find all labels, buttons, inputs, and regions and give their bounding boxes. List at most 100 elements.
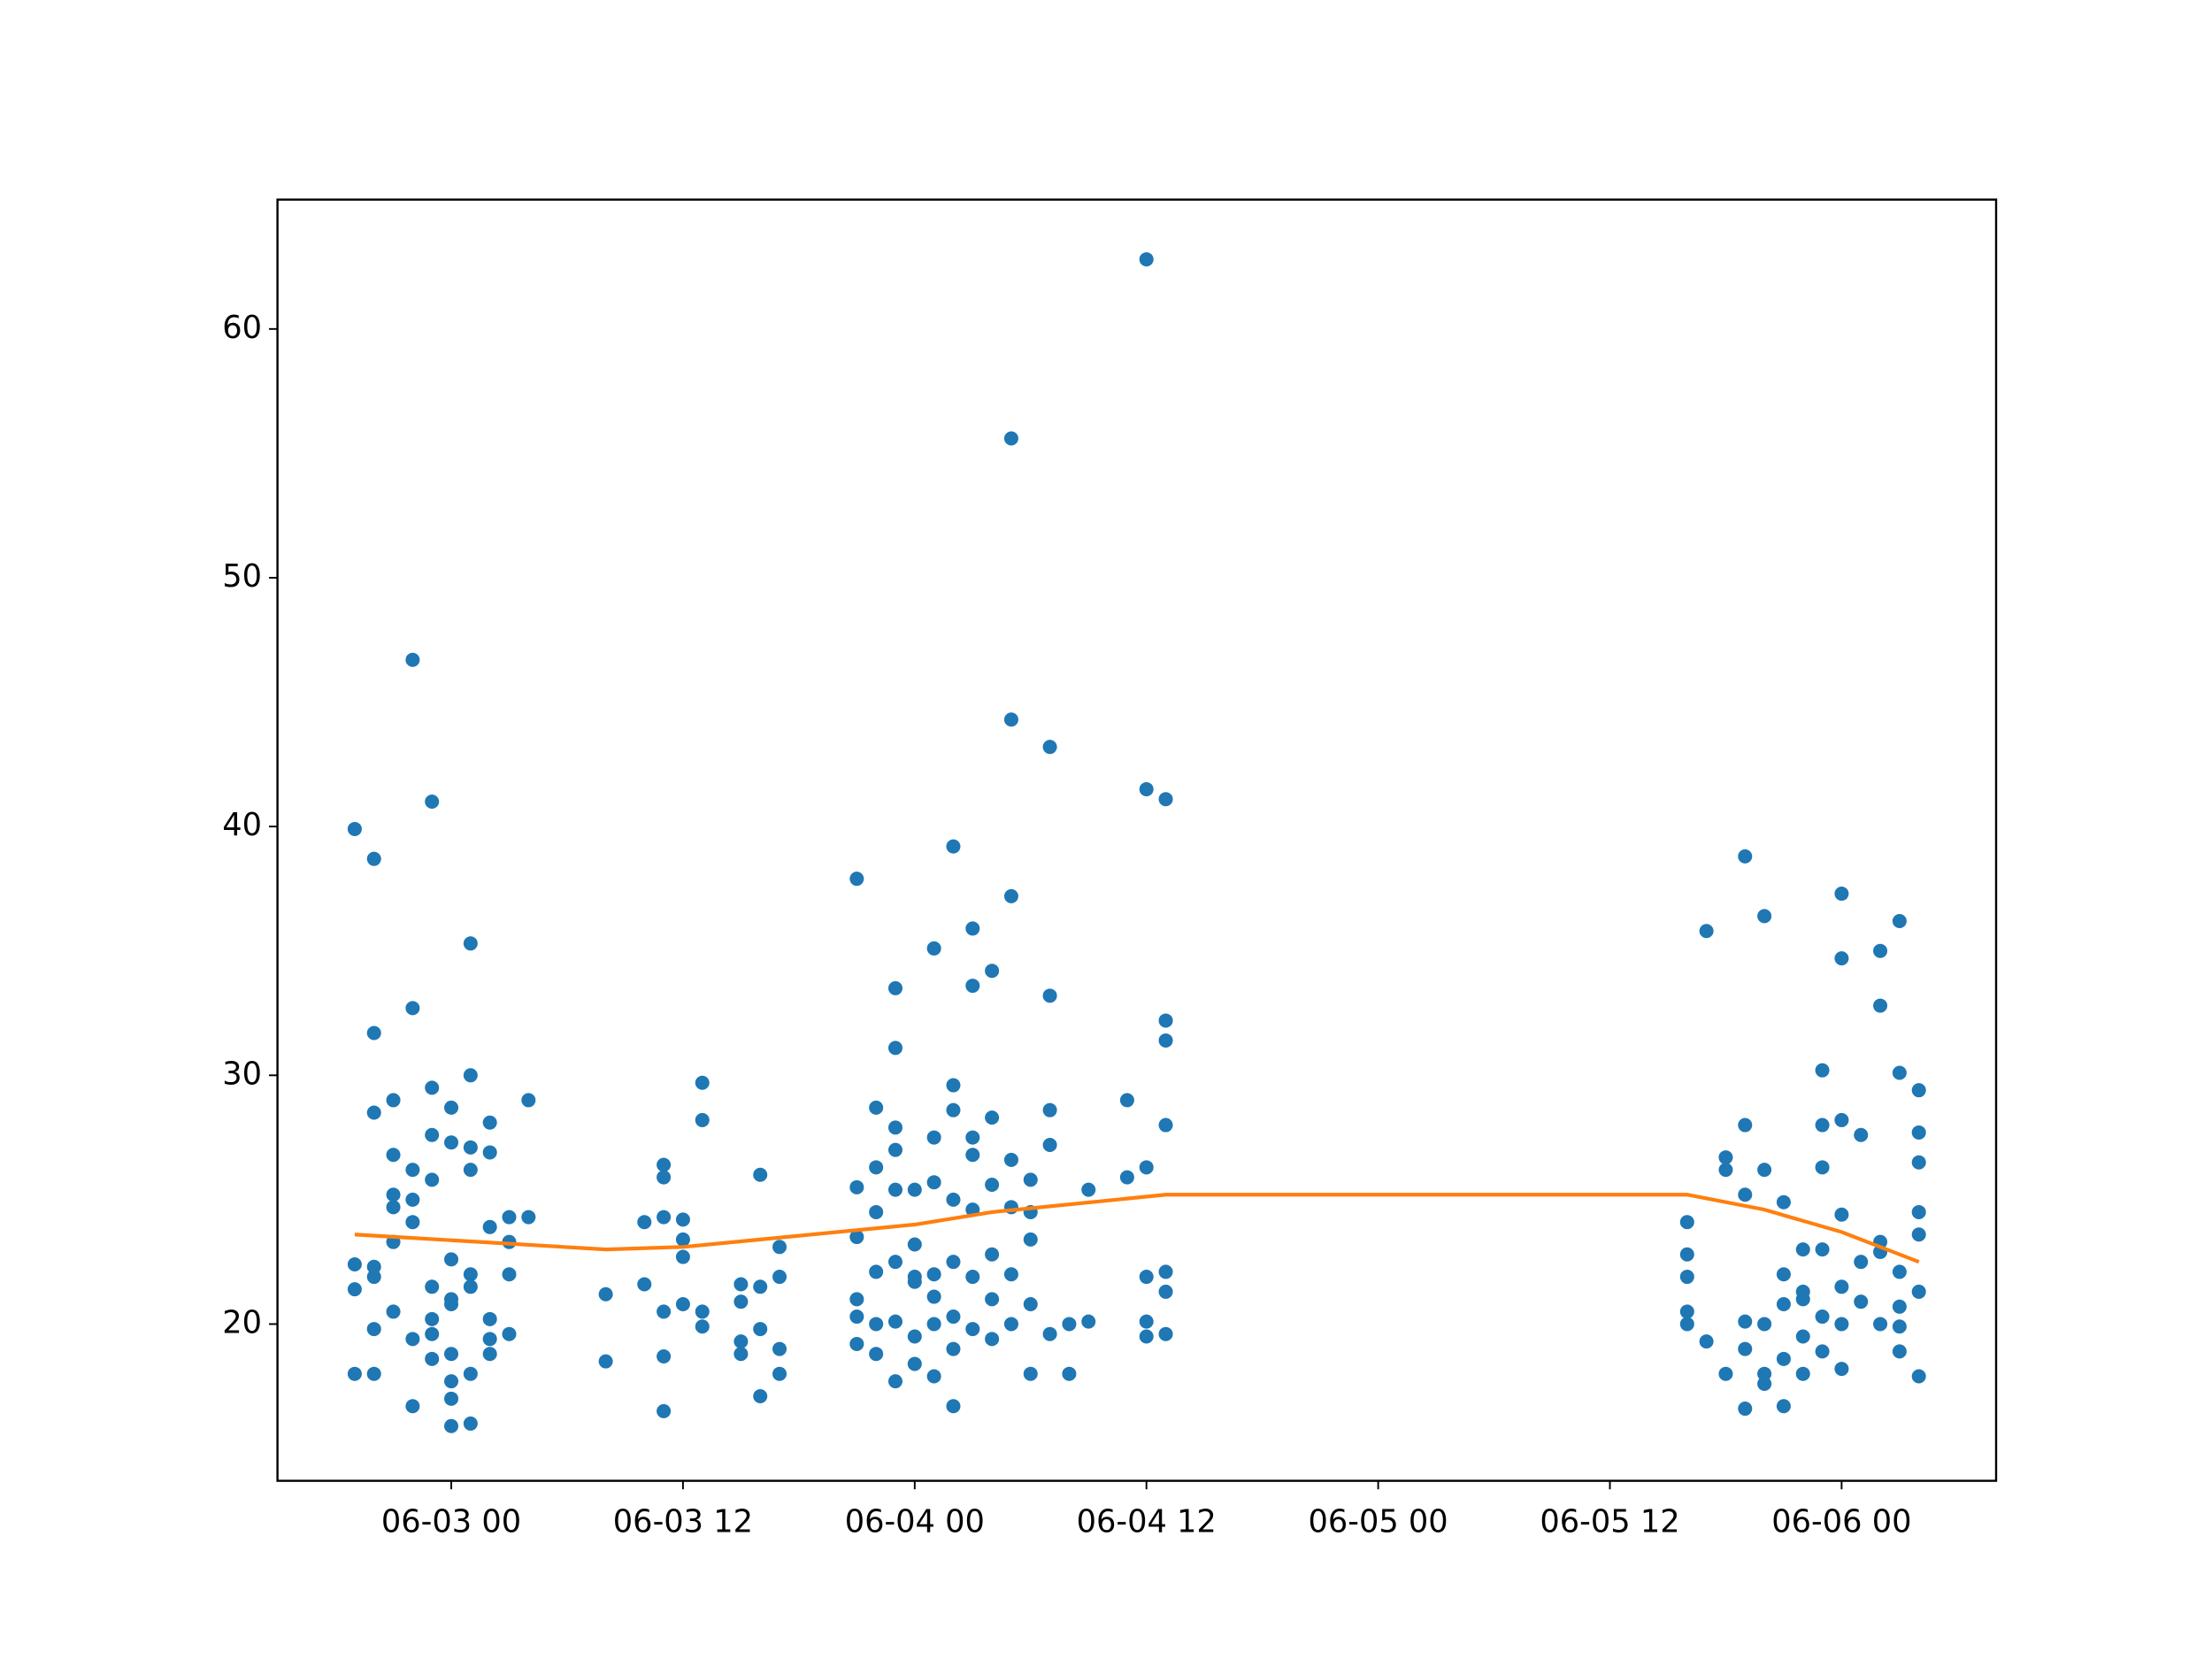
point [425, 1311, 440, 1326]
point [1158, 1284, 1173, 1299]
point [946, 839, 961, 854]
y-tick-label: 50 [222, 558, 262, 595]
point [887, 1120, 902, 1135]
point [849, 1292, 864, 1307]
point [463, 1416, 478, 1431]
point [366, 1025, 381, 1041]
point [425, 795, 440, 810]
point [521, 1210, 536, 1225]
point [985, 1292, 1000, 1307]
point [386, 1148, 401, 1163]
point [1892, 1299, 1907, 1314]
point [482, 1311, 497, 1326]
point [637, 1277, 652, 1292]
point [1081, 1314, 1096, 1329]
point [695, 1112, 710, 1127]
point [366, 1270, 381, 1285]
point [695, 1075, 710, 1090]
point [366, 1259, 381, 1274]
point [907, 1356, 922, 1371]
point [1834, 1112, 1849, 1127]
point [347, 1282, 362, 1297]
point [1679, 1317, 1694, 1332]
point [1757, 1163, 1772, 1178]
point [444, 1252, 459, 1267]
point [849, 1310, 864, 1325]
point [926, 1267, 941, 1282]
point [1854, 1255, 1869, 1270]
point [425, 1172, 440, 1187]
point [965, 1148, 980, 1163]
point [1003, 1317, 1018, 1332]
point [869, 1264, 884, 1279]
point [965, 921, 980, 936]
point [463, 1366, 478, 1381]
point [521, 1093, 536, 1108]
point [887, 980, 902, 995]
point [1139, 252, 1154, 267]
point [405, 652, 420, 667]
point [502, 1267, 517, 1282]
point [1757, 1317, 1772, 1332]
point [444, 1347, 459, 1362]
point [965, 1270, 980, 1285]
point [849, 1179, 864, 1194]
point [1776, 1399, 1791, 1414]
point [444, 1292, 459, 1307]
point [444, 1374, 459, 1389]
point [502, 1326, 517, 1341]
point [695, 1304, 710, 1319]
point [1003, 1267, 1018, 1282]
point [887, 1142, 902, 1157]
point [463, 1068, 478, 1083]
point [1042, 988, 1057, 1003]
point [1158, 1033, 1173, 1048]
point [366, 1105, 381, 1120]
point [1699, 1334, 1714, 1349]
point [946, 1078, 961, 1093]
point [1834, 1317, 1849, 1332]
point [463, 1267, 478, 1282]
point [907, 1329, 922, 1344]
point [657, 1170, 672, 1185]
point [1718, 1366, 1733, 1381]
point [482, 1145, 497, 1160]
point [1003, 1152, 1018, 1167]
point [1158, 1264, 1173, 1279]
point [733, 1347, 749, 1362]
point [675, 1249, 690, 1264]
y-tick-label: 30 [222, 1056, 262, 1092]
point [1757, 1376, 1772, 1391]
point [1119, 1093, 1134, 1108]
point [405, 1192, 420, 1207]
point [1776, 1296, 1791, 1311]
x-tick-label: 06-06 00 [1771, 1504, 1911, 1540]
x-tick-label: 06-05 12 [1540, 1504, 1679, 1540]
point [1042, 1102, 1057, 1118]
point [1738, 1341, 1753, 1356]
point [926, 1175, 941, 1190]
point [1911, 1083, 1926, 1098]
point [1815, 1242, 1830, 1257]
x-tick-label: 06-04 00 [845, 1504, 985, 1540]
point [1003, 888, 1018, 903]
y-tick-label: 40 [222, 807, 262, 843]
point [926, 1289, 941, 1304]
point [675, 1232, 690, 1247]
point [425, 1080, 440, 1095]
point [1834, 887, 1849, 902]
point [1892, 1319, 1907, 1334]
point [926, 1317, 941, 1332]
point [1699, 924, 1714, 939]
point [869, 1347, 884, 1362]
point [1815, 1118, 1830, 1133]
point [482, 1332, 497, 1347]
point [444, 1418, 459, 1433]
point [733, 1294, 749, 1310]
point [1003, 431, 1018, 446]
point [1892, 1344, 1907, 1359]
point [869, 1204, 884, 1219]
point [1854, 1127, 1869, 1142]
point [1738, 1402, 1753, 1417]
